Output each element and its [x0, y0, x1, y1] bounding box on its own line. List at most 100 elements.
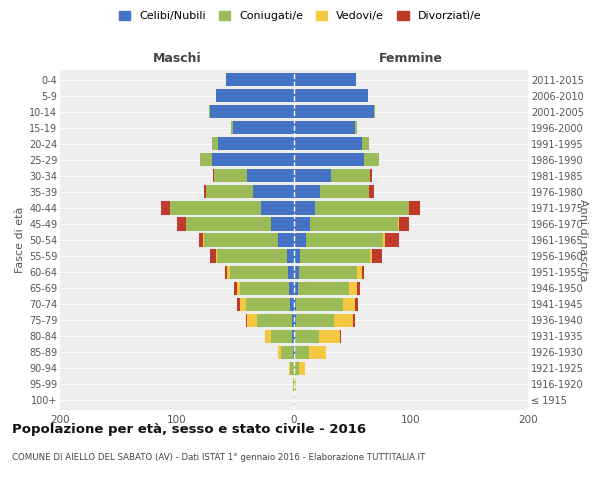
Bar: [199, 234, 203, 246]
Bar: [209, 105, 210, 118]
Bar: [362, 137, 369, 150]
Bar: [294, 137, 362, 150]
Bar: [320, 186, 369, 198]
Bar: [292, 330, 294, 343]
Bar: [230, 266, 288, 278]
Bar: [369, 186, 374, 198]
Bar: [294, 266, 299, 278]
Bar: [292, 314, 294, 327]
Bar: [334, 314, 353, 327]
Bar: [289, 282, 294, 294]
Bar: [310, 218, 398, 230]
Bar: [287, 250, 294, 262]
Bar: [315, 202, 409, 214]
Bar: [290, 298, 294, 310]
Y-axis label: Fasce di età: Fasce di età: [14, 207, 25, 273]
Bar: [300, 250, 370, 262]
Bar: [349, 282, 357, 294]
Bar: [294, 121, 355, 134]
Bar: [215, 250, 217, 262]
Bar: [271, 330, 292, 343]
Bar: [240, 282, 289, 294]
Bar: [353, 314, 355, 327]
Bar: [370, 250, 373, 262]
Bar: [225, 266, 227, 278]
Bar: [370, 170, 373, 182]
Bar: [278, 234, 294, 246]
Bar: [177, 218, 187, 230]
Bar: [357, 282, 359, 294]
Bar: [294, 394, 295, 407]
Bar: [217, 250, 287, 262]
Bar: [204, 186, 206, 198]
Bar: [343, 298, 355, 310]
Bar: [236, 298, 240, 310]
Bar: [309, 346, 326, 359]
Bar: [355, 298, 358, 310]
Bar: [293, 378, 294, 391]
Bar: [295, 346, 309, 359]
Bar: [278, 346, 281, 359]
Bar: [294, 378, 295, 391]
Bar: [233, 121, 294, 134]
Bar: [203, 234, 204, 246]
Bar: [161, 202, 170, 214]
Bar: [227, 266, 230, 278]
Bar: [246, 298, 290, 310]
Bar: [246, 314, 247, 327]
Bar: [257, 314, 292, 327]
Legend: Celibi/Nubili, Coniugati/e, Vedovi/e, Divorziatì/e: Celibi/Nubili, Coniugati/e, Vedovi/e, Di…: [119, 10, 481, 21]
Bar: [210, 250, 215, 262]
Bar: [306, 234, 383, 246]
Bar: [364, 153, 379, 166]
Bar: [261, 202, 294, 214]
Bar: [289, 362, 290, 375]
Bar: [299, 266, 357, 278]
Bar: [293, 346, 294, 359]
Bar: [294, 170, 331, 182]
Bar: [206, 186, 253, 198]
Bar: [294, 202, 315, 214]
Bar: [295, 330, 319, 343]
Bar: [231, 121, 233, 134]
Bar: [355, 121, 357, 134]
Bar: [247, 170, 294, 182]
Bar: [210, 105, 294, 118]
Text: Femmine: Femmine: [379, 52, 443, 65]
Bar: [294, 186, 320, 198]
Bar: [319, 330, 340, 343]
Bar: [294, 330, 295, 343]
Bar: [212, 153, 294, 166]
Bar: [288, 266, 294, 278]
Bar: [281, 346, 293, 359]
Bar: [299, 362, 305, 375]
Text: Popolazione per età, sesso e stato civile - 2016: Popolazione per età, sesso e stato civil…: [12, 422, 366, 436]
Bar: [187, 218, 271, 230]
Bar: [340, 330, 341, 343]
Text: Maschi: Maschi: [152, 52, 202, 65]
Bar: [385, 234, 400, 246]
Y-axis label: Anni di nascita: Anni di nascita: [578, 198, 588, 281]
Bar: [214, 170, 247, 182]
Bar: [383, 234, 385, 246]
Bar: [294, 250, 300, 262]
Bar: [215, 89, 294, 102]
Bar: [294, 298, 296, 310]
Bar: [296, 314, 334, 327]
Bar: [236, 282, 240, 294]
Bar: [362, 266, 364, 278]
Bar: [294, 362, 299, 375]
Bar: [294, 73, 356, 86]
Bar: [294, 314, 296, 327]
Bar: [294, 282, 298, 294]
Bar: [218, 137, 294, 150]
Bar: [373, 250, 382, 262]
Bar: [374, 105, 375, 118]
Bar: [212, 137, 218, 150]
Bar: [298, 282, 349, 294]
Bar: [265, 330, 271, 343]
Bar: [271, 218, 294, 230]
Bar: [235, 282, 236, 294]
Bar: [409, 202, 421, 214]
Bar: [294, 218, 310, 230]
